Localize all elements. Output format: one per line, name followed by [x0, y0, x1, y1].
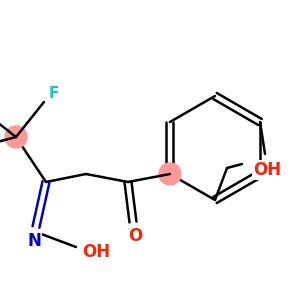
Circle shape — [159, 163, 181, 185]
Circle shape — [5, 126, 27, 148]
Text: N: N — [27, 232, 41, 250]
Text: O: O — [128, 227, 142, 245]
Text: OH: OH — [253, 161, 281, 179]
Text: F: F — [49, 86, 59, 101]
Text: OH: OH — [82, 243, 110, 261]
